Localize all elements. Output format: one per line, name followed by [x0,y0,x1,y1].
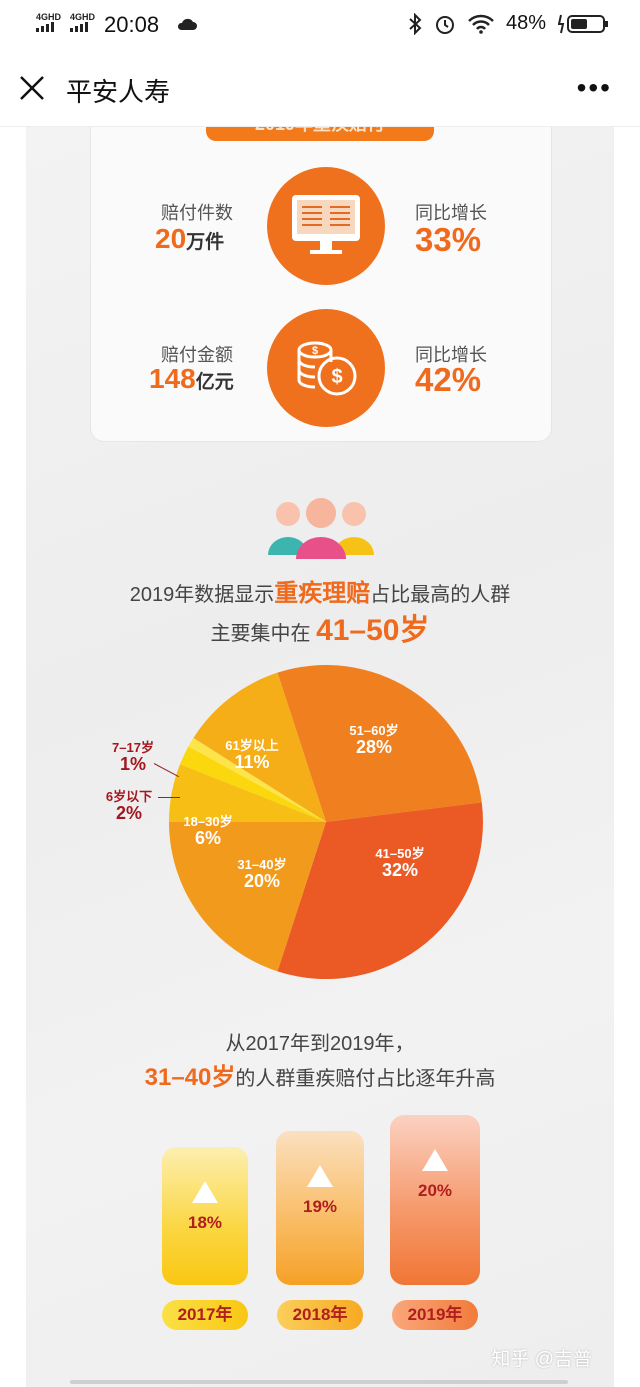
alarm-icon [435,15,454,34]
bar-year-2019: 2019年 [392,1300,478,1330]
pie-label-31-40: 31–40岁 20% [237,857,287,892]
pie-slice-2 [277,802,483,979]
coins-icon: $ $ [267,309,385,427]
payout-growth-label: 同比增长 [415,345,487,365]
trend-headline-line2: 31–40岁的人群重疾赔付占比逐年升高 [144,1064,496,1091]
pie-label-51-60: 51–60岁 28% [349,723,399,758]
page-title: 平安人寿 [66,77,171,107]
pie-label-41-50: 41–50岁 32% [375,846,425,881]
bar-1: 18% [162,1147,248,1285]
bluetooth-icon [409,12,422,35]
monitor-icon [267,167,385,285]
status-bar: 4GHD 4GHD 20:08 48% [0,0,640,52]
people-group-icon [268,498,374,559]
payout-amount-value: 148亿元 [149,363,234,394]
claims-growth-value: 33% [415,221,482,258]
wifi-icon [468,14,494,34]
pie-slice-5 [180,746,326,822]
bar-value-label: 18% [187,1213,223,1232]
age-pie-chart [169,665,483,979]
close-icon[interactable] [18,74,46,102]
pie-slice-3 [169,822,326,972]
card-banner: 2019年重疾赔付 [206,127,434,141]
claims-count-value: 20万件 [155,223,225,254]
status-right: 48% [408,12,610,35]
bar-year-2018: 2018年 [277,1300,363,1330]
signal-bars-icon [36,22,54,32]
clock-time: 20:08 [104,12,160,37]
pie-label-under-6: 6岁以下 2% [105,789,153,824]
battery-percent: 48% [505,12,546,34]
bar-2: 19% [276,1131,364,1285]
claims-growth-label: 同比增长 [415,203,487,223]
svg-text:$: $ [331,366,342,388]
leader-line-under-6 [158,797,180,798]
pie-slice-7 [193,672,326,822]
horizontal-scrollbar[interactable] [70,1380,568,1384]
payout-amount-label: 赔付金额 [161,345,233,365]
bar-year-2017: 2017年 [162,1300,248,1330]
pie-label-61-plus: 61岁以上 11% [225,738,279,773]
article-image: 2019年重疾赔付 赔付件数 20万件 同比增长 33% 赔付金额 148亿元 … [26,127,614,1387]
pie-slice-6 [188,737,326,822]
up-arrow-icon [307,1165,333,1187]
bar-value-label: 19% [302,1197,338,1216]
bar-value-label: 20% [417,1181,453,1200]
pie-label-18-30: 18–30岁 6% [183,814,233,849]
pie-slice-1 [277,665,482,822]
up-arrow-icon [422,1149,448,1171]
payout-card: 2019年重疾赔付 赔付件数 20万件 同比增长 33% 赔付金额 148亿元 … [90,127,552,442]
weather-cloud-icon [177,18,197,30]
svg-text:$: $ [312,345,318,357]
nav-bar: 平安人寿 ••• [0,52,640,127]
more-menu-icon[interactable]: ••• [576,72,612,103]
payout-growth-value: 42% [415,361,482,398]
bar-3: 20% [390,1115,480,1285]
battery-icon [558,14,608,33]
pie-headline-line1: 2019年数据显示重疾理赔占比最高的人群 [129,580,511,607]
signal-bars-icon [70,22,88,32]
claims-count-label: 赔付件数 [161,203,233,223]
pie-label-7-17: 7–17岁 1% [112,740,154,775]
pie-headline-line2: 主要集中在 41–50岁 [210,614,430,647]
zhihu-watermark: 知乎 @吉普 [491,1349,592,1370]
signal-label-1: 4GHD [36,12,62,22]
signal-label-2: 4GHD [70,12,96,22]
up-arrow-icon [192,1181,218,1203]
trend-headline-line1: 从2017年到2019年， [225,1033,415,1055]
pie-slice-4 [169,764,326,822]
